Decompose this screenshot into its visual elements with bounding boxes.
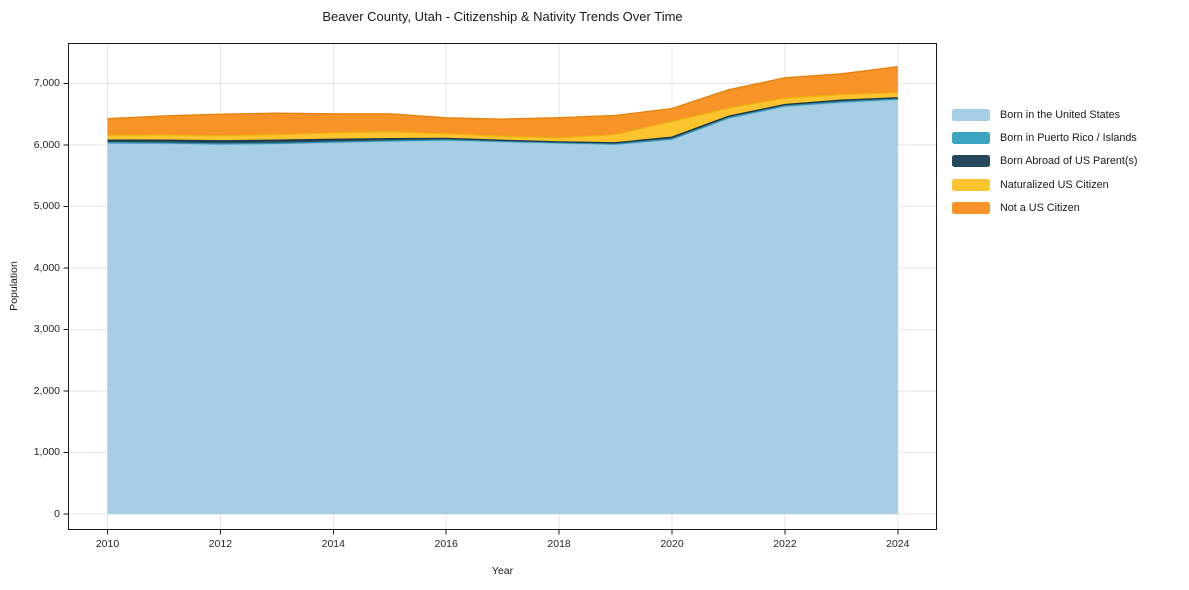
legend-label: Born in the United States bbox=[1000, 108, 1121, 121]
y-tick-label: 0 bbox=[54, 507, 60, 520]
x-tick-label: 2016 bbox=[434, 538, 458, 550]
legend: Born in the United States Born in Puerto … bbox=[952, 103, 1137, 219]
x-tick-label: 2012 bbox=[208, 538, 233, 550]
legend-label: Born Abroad of US Parent(s) bbox=[1000, 155, 1138, 168]
area-edge-3 bbox=[107, 91, 898, 139]
area-band-3 bbox=[107, 92, 898, 143]
legend-swatch-icon bbox=[952, 131, 990, 144]
y-tick-label: 4,000 bbox=[33, 261, 60, 274]
legend-item: Born Abroad of US Parent(s) bbox=[952, 150, 1137, 173]
x-tick-label: 2014 bbox=[321, 538, 345, 550]
y-tick-label: 3,000 bbox=[33, 323, 60, 336]
area-edge-2 bbox=[107, 97, 898, 144]
plot-border bbox=[68, 43, 937, 530]
tick-marks bbox=[63, 83, 899, 535]
y-tick-label: 6,000 bbox=[33, 138, 60, 151]
chart-title: Beaver County, Utah - Citizenship & Nati… bbox=[322, 9, 683, 24]
plot-area bbox=[63, 43, 937, 535]
legend-item: Born in Puerto Rico / Islands bbox=[952, 126, 1137, 149]
x-tick-label: 2022 bbox=[773, 538, 797, 550]
area-edge-1 bbox=[107, 98, 898, 145]
legend-swatch-icon bbox=[952, 178, 990, 191]
legend-swatch-icon bbox=[952, 155, 990, 168]
legend-item: Naturalized US Citizen bbox=[952, 173, 1137, 196]
y-axis-label: Population bbox=[8, 261, 20, 311]
legend-swatch-icon bbox=[952, 201, 990, 214]
x-tick-label: 2018 bbox=[547, 538, 571, 550]
y-tick-label: 2,000 bbox=[33, 384, 60, 397]
area-band-0 bbox=[107, 99, 898, 515]
x-tick-label: 2024 bbox=[886, 538, 910, 550]
legend-label: Born in Puerto Rico / Islands bbox=[1000, 131, 1137, 144]
x-tick-label: 2010 bbox=[95, 538, 120, 550]
y-tick-label: 7,000 bbox=[33, 77, 60, 90]
y-tick-label: 1,000 bbox=[33, 446, 60, 459]
legend-label: Naturalized US Citizen bbox=[1000, 178, 1109, 191]
area-edge-4 bbox=[107, 66, 898, 120]
area-band-4 bbox=[107, 66, 898, 138]
x-axis-label: Year bbox=[491, 565, 514, 577]
legend-item: Born in the United States bbox=[952, 103, 1137, 126]
legend-swatch-icon bbox=[952, 108, 990, 121]
legend-label: Not a US Citizen bbox=[1000, 201, 1080, 214]
legend-item: Not a US Citizen bbox=[952, 196, 1137, 219]
x-tick-label: 2020 bbox=[660, 538, 684, 550]
y-tick-label: 5,000 bbox=[33, 200, 60, 213]
